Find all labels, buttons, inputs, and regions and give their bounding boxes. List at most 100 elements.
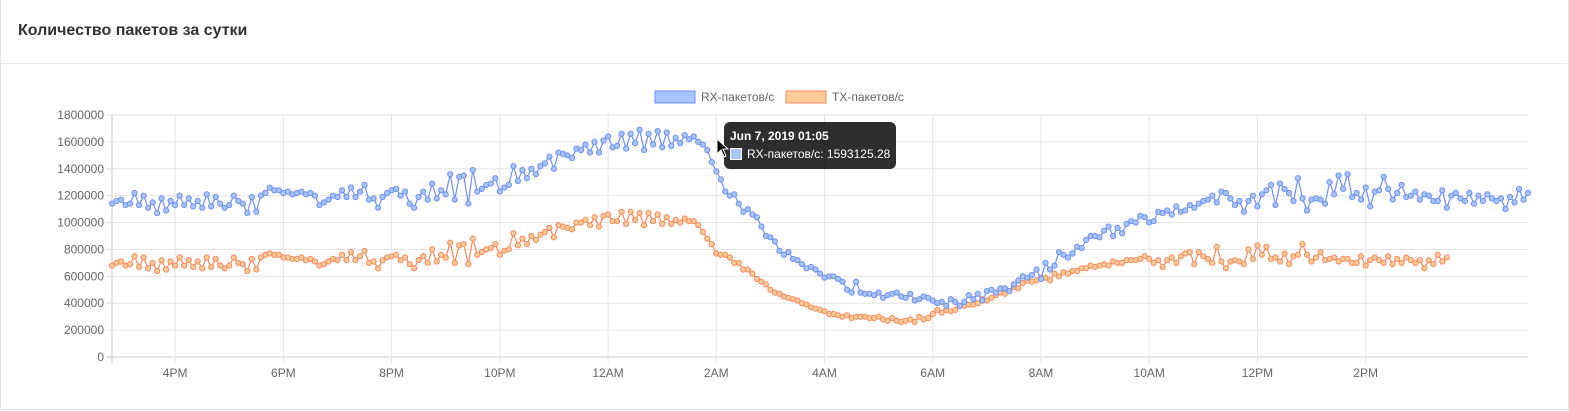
data-point[interactable] — [199, 265, 206, 272]
data-point[interactable] — [929, 310, 936, 318]
data-point[interactable] — [1398, 181, 1405, 188]
data-point[interactable] — [275, 251, 282, 258]
data-point[interactable] — [659, 144, 666, 151]
data-point[interactable] — [695, 138, 702, 145]
data-point[interactable] — [708, 159, 715, 166]
data-point[interactable] — [582, 141, 589, 148]
data-point[interactable] — [1060, 251, 1067, 258]
data-point[interactable] — [235, 197, 242, 205]
data-point[interactable] — [1006, 288, 1013, 295]
data-point[interactable] — [1168, 254, 1175, 261]
data-point[interactable] — [519, 235, 526, 242]
data-point[interactable] — [645, 210, 652, 217]
data-point[interactable] — [1376, 257, 1383, 264]
data-point[interactable] — [1249, 192, 1257, 199]
data-point[interactable] — [1511, 199, 1518, 206]
data-point[interactable] — [505, 181, 512, 188]
data-point[interactable] — [1443, 254, 1450, 261]
data-point[interactable] — [1416, 257, 1423, 264]
data-point[interactable] — [145, 265, 152, 272]
data-point[interactable] — [1353, 189, 1360, 197]
data-point[interactable] — [126, 200, 134, 207]
data-point[interactable] — [510, 163, 517, 170]
data-point[interactable] — [1380, 173, 1387, 180]
data-point[interactable] — [501, 184, 508, 191]
data-point[interactable] — [704, 235, 711, 242]
data-point[interactable] — [708, 241, 715, 248]
data-point[interactable] — [627, 208, 634, 215]
data-point[interactable] — [356, 188, 364, 195]
data-point[interactable] — [1263, 243, 1270, 250]
data-point[interactable] — [785, 249, 792, 256]
data-point[interactable] — [938, 298, 945, 305]
data-point[interactable] — [623, 220, 630, 227]
data-point[interactable] — [780, 251, 788, 258]
data-point[interactable] — [1308, 258, 1315, 265]
data-point[interactable] — [167, 197, 174, 205]
data-point[interactable] — [433, 195, 440, 202]
data-point[interactable] — [406, 200, 413, 207]
data-point[interactable] — [1515, 185, 1523, 192]
data-point[interactable] — [212, 255, 219, 262]
data-point[interactable] — [663, 214, 670, 221]
data-point[interactable] — [1367, 203, 1374, 210]
data-point[interactable] — [1267, 181, 1275, 188]
data-point[interactable] — [496, 188, 503, 195]
data-point[interactable] — [384, 189, 391, 197]
data-point[interactable] — [221, 204, 228, 211]
data-point[interactable] — [1276, 258, 1284, 265]
data-point[interactable] — [190, 203, 197, 210]
data-point[interactable] — [1191, 204, 1198, 211]
data-point[interactable] — [1506, 193, 1514, 201]
data-point[interactable] — [695, 222, 702, 229]
data-point[interactable] — [1191, 261, 1198, 268]
data-point[interactable] — [361, 247, 368, 254]
data-point[interactable] — [632, 140, 639, 147]
data-point[interactable] — [586, 222, 594, 229]
data-point[interactable] — [1182, 207, 1189, 214]
data-point[interactable] — [1439, 258, 1446, 265]
data-point[interactable] — [492, 175, 499, 182]
data-point[interactable] — [514, 242, 522, 249]
data-point[interactable] — [442, 191, 449, 198]
data-point[interactable] — [654, 211, 661, 218]
data-point[interactable] — [465, 200, 472, 207]
data-point[interactable] — [1416, 196, 1423, 203]
data-point[interactable] — [1258, 191, 1266, 198]
data-point[interactable] — [753, 214, 761, 221]
data-point[interactable] — [1051, 270, 1058, 277]
data-point[interactable] — [429, 180, 436, 187]
data-point[interactable] — [208, 263, 215, 270]
data-point[interactable] — [1033, 266, 1040, 273]
data-point[interactable] — [934, 306, 941, 313]
data-point[interactable] — [1457, 195, 1464, 202]
data-point[interactable] — [343, 193, 350, 201]
data-point[interactable] — [956, 302, 963, 309]
data-point[interactable] — [844, 312, 851, 319]
data-point[interactable] — [1119, 259, 1126, 266]
data-point[interactable] — [726, 254, 733, 261]
data-point[interactable] — [537, 231, 544, 238]
data-point[interactable] — [875, 289, 882, 296]
data-point[interactable] — [1479, 197, 1487, 205]
data-point[interactable] — [623, 145, 630, 152]
data-point[interactable] — [1186, 249, 1193, 256]
data-point[interactable] — [641, 146, 648, 154]
data-point[interactable] — [217, 262, 224, 269]
data-point[interactable] — [487, 245, 494, 252]
data-point[interactable] — [370, 195, 377, 202]
data-point[interactable] — [1164, 207, 1171, 214]
data-point[interactable] — [776, 247, 783, 254]
data-point[interactable] — [163, 207, 170, 214]
data-point[interactable] — [1331, 191, 1338, 198]
data-point[interactable] — [591, 138, 598, 145]
data-point[interactable] — [1389, 196, 1396, 203]
data-point[interactable] — [117, 196, 125, 203]
data-point[interactable] — [546, 224, 553, 231]
data-point[interactable] — [1470, 200, 1478, 207]
data-point[interactable] — [361, 181, 368, 188]
data-point[interactable] — [1222, 265, 1230, 272]
data-point[interactable] — [722, 251, 729, 258]
data-point[interactable] — [523, 175, 531, 182]
data-point[interactable] — [595, 149, 603, 156]
